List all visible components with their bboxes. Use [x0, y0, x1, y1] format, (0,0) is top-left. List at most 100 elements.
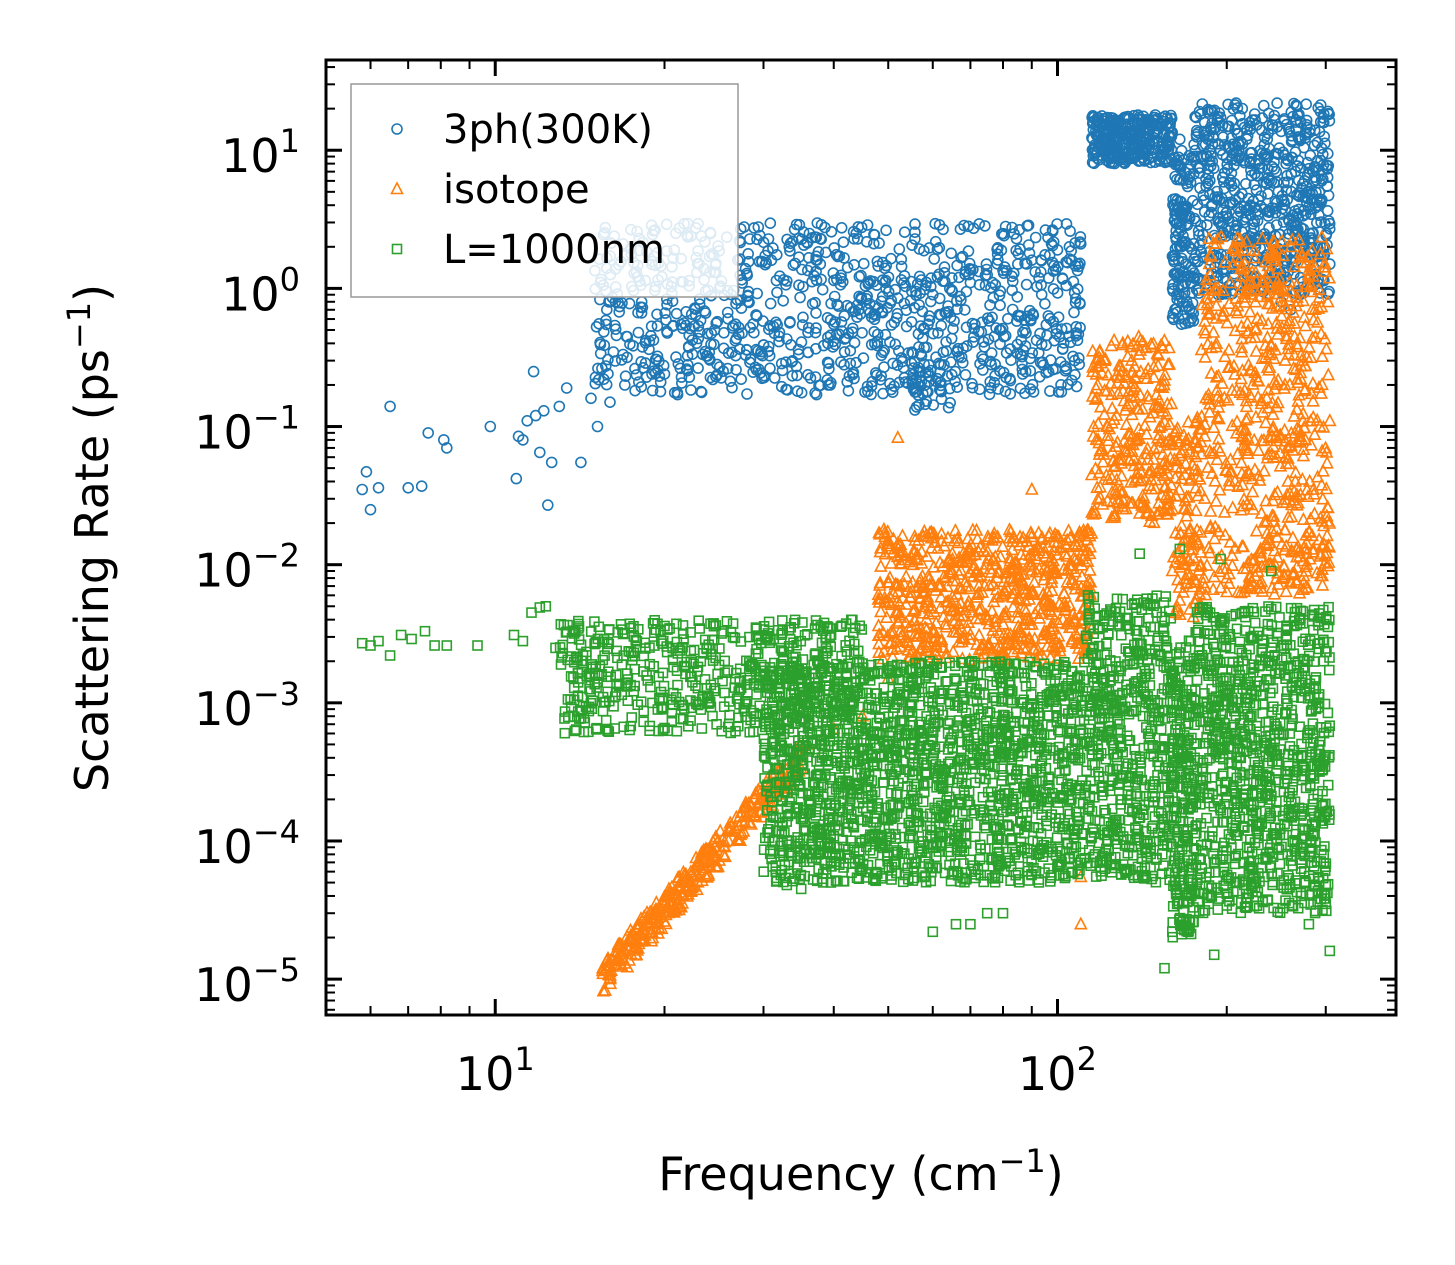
circle-point	[983, 388, 996, 401]
circle-point	[602, 353, 614, 366]
circle-point	[777, 273, 790, 286]
circle-point	[635, 307, 648, 319]
circle-point	[929, 235, 942, 248]
circle-point	[860, 236, 873, 248]
circle-point	[715, 372, 728, 384]
circle-point	[592, 373, 605, 386]
circle-point	[938, 261, 951, 273]
circle-point	[701, 327, 714, 340]
circle-point	[913, 270, 926, 283]
circle-point	[1057, 342, 1069, 355]
circle-point	[823, 363, 835, 375]
circle-point	[651, 320, 664, 332]
circle-point	[983, 315, 995, 327]
circle-point	[980, 263, 993, 276]
circle-point	[928, 253, 941, 265]
circle-point	[738, 221, 750, 233]
circle-point	[735, 373, 748, 386]
circle-point	[976, 364, 989, 376]
circle-point	[797, 311, 809, 324]
data-points	[356, 97, 1337, 997]
circle-point	[962, 220, 975, 233]
circle-point	[661, 327, 674, 339]
circle-point	[843, 370, 856, 382]
circle-point	[710, 317, 723, 330]
series-0	[356, 97, 1336, 516]
circle-point	[842, 384, 855, 397]
circle-point	[1051, 287, 1064, 299]
circle-point	[909, 226, 921, 238]
circle-point	[683, 371, 696, 383]
circle-point	[786, 354, 799, 367]
circle-point	[868, 337, 881, 350]
circle-point	[839, 332, 852, 344]
circle-point	[864, 275, 877, 287]
circle-point	[1071, 264, 1084, 277]
circle-point	[643, 343, 655, 356]
circle-point	[994, 299, 1006, 312]
circle-point	[743, 296, 755, 309]
circle-point	[878, 344, 891, 357]
circle-point	[811, 217, 824, 229]
circle-point	[979, 220, 991, 232]
circle-point	[770, 316, 782, 329]
circle-point	[828, 290, 841, 303]
circle-point	[750, 309, 762, 321]
circle-point	[722, 312, 734, 325]
circle-point	[1046, 256, 1059, 269]
circle-point	[967, 222, 980, 235]
circle-point	[825, 297, 837, 310]
circle-point	[920, 341, 933, 354]
circle-point	[868, 228, 880, 241]
circle-point	[705, 327, 718, 340]
circle-point	[945, 247, 958, 260]
circle-point	[747, 366, 759, 379]
circle-point	[636, 341, 649, 353]
circle-point	[966, 377, 978, 390]
circle-point	[871, 336, 884, 348]
circle-point	[796, 319, 809, 331]
circle-point	[1039, 224, 1052, 236]
circle-point	[1042, 310, 1055, 322]
circle-point	[762, 233, 775, 245]
circle-point	[986, 311, 998, 324]
circle-point	[1067, 350, 1079, 363]
circle-point	[841, 261, 854, 274]
circle-point	[688, 320, 701, 332]
circle-point	[895, 253, 908, 266]
circle-point	[675, 371, 688, 383]
circle-point	[671, 386, 684, 399]
circle-point	[861, 385, 874, 398]
circle-point	[675, 377, 688, 389]
circle-point	[1073, 358, 1085, 371]
circle-point	[824, 329, 837, 342]
circle-point	[624, 338, 636, 351]
circle-point	[947, 322, 959, 335]
circle-point	[764, 217, 777, 229]
circle-point	[1027, 386, 1040, 398]
circle-point	[997, 227, 1010, 240]
circle-point	[825, 226, 838, 238]
circle-point	[1044, 312, 1056, 325]
circle-point	[900, 320, 913, 333]
circle-point	[902, 347, 915, 359]
circle-point	[960, 321, 973, 334]
circle-point	[629, 362, 641, 375]
circle-point	[841, 376, 854, 388]
circle-point	[848, 233, 860, 245]
circle-point	[846, 322, 859, 335]
circle-point	[835, 222, 848, 234]
circle-point	[1024, 365, 1037, 377]
circle-point	[948, 315, 960, 327]
circle-point	[802, 322, 815, 334]
circle-point	[771, 286, 783, 299]
circle-point	[1006, 303, 1019, 316]
circle-point	[741, 388, 753, 400]
circle-point	[795, 336, 808, 348]
circle-point	[1060, 256, 1072, 268]
circle-point	[891, 307, 904, 320]
circle-point	[880, 224, 892, 237]
circle-point	[789, 257, 802, 270]
circle-point	[844, 344, 857, 357]
circle-point	[802, 368, 814, 381]
